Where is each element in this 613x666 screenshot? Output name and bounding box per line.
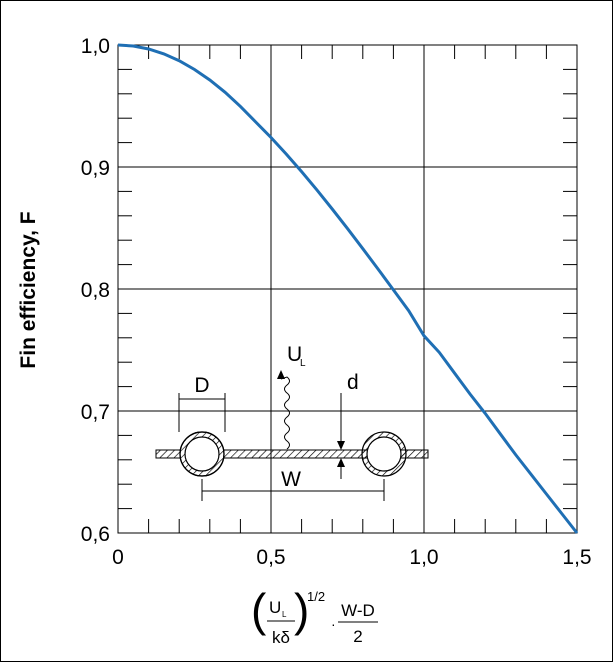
dim-D-label: D [194,374,209,397]
x-title-kdelta: kδ [272,628,290,647]
x-title-exponent: 1/2 [307,589,325,604]
y-tick-label: 0,6 [81,523,110,546]
x-title-paren-right: ) [294,584,309,636]
x-title-paren-left: ( [251,584,267,636]
x-title-dot: · [331,616,336,632]
dim-d-arrowhead-top [337,441,345,450]
heat-loss-label-sub: L [300,358,306,369]
x-title-wd: W-D [341,601,375,620]
fin-tube-diagram: D W d U L [155,343,429,501]
y-tick-label: 1,0 [81,35,110,58]
heat-loss-label: U [287,343,302,366]
dim-W-label: W [281,468,301,491]
x-tick-label: 1,5 [562,546,591,569]
dim-d-arrowhead-bottom [337,458,345,467]
y-tick-label: 0,8 [81,279,110,302]
heat-loss-arrowhead [277,370,285,379]
ticks [118,45,577,533]
fin-plate [155,449,429,459]
series-line [117,43,579,534]
x-title-two: 2 [353,627,362,646]
dim-d-label: d [347,371,359,394]
tick-labels: 0 0,5 1,0 1,5 0,6 0,7 0,8 0,9 1,0 [81,35,592,569]
y-axis-title: Fin efficiency, F [17,211,40,368]
y-tick-label: 0,9 [81,157,110,180]
tube-left-inner [184,436,220,472]
x-title-ul-sub: L [282,610,287,619]
tube-right-inner [366,436,402,472]
heat-loss-wave [280,376,290,450]
x-title-ul: U [269,598,281,617]
x-tick-label: 1,0 [409,546,438,569]
x-tick-label: 0,5 [256,546,285,569]
x-axis-title: ( U L kδ ) 1/2 · W-D 2 [251,584,378,647]
y-tick-label: 0,7 [81,401,110,424]
x-tick-label: 0 [112,546,124,569]
